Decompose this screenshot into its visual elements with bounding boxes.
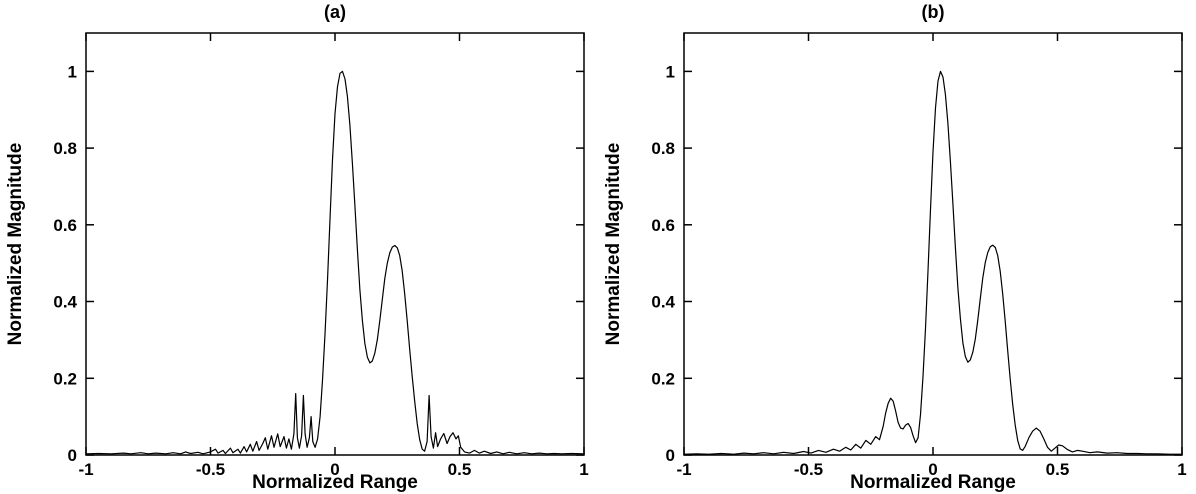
y-tick-label: 0 (68, 446, 77, 465)
y-tick-label: 0.2 (53, 369, 77, 388)
x-axis-label-b: Normalized Range (850, 472, 1016, 493)
plot-title-a: (a) (324, 2, 346, 22)
x-tick-label: 0.5 (448, 460, 472, 479)
plot-box (85, 32, 585, 456)
y-tick-label: 0.8 (651, 139, 675, 158)
y-tick-label: 0.6 (651, 216, 675, 235)
y-tick-label: 1 (666, 62, 675, 81)
x-tick-label: -0.5 (196, 460, 225, 479)
x-tick-label: -1 (78, 460, 93, 479)
signal-curve (683, 70, 1182, 455)
plot-area-a: -1 -0.5 0 0.5 1 0 0.2 0.4 0.6 0.8 1 (53, 32, 589, 479)
y-tick-label: 0.4 (651, 293, 675, 312)
y-tick-label: 0.6 (53, 216, 77, 235)
x-tick-label: 0.5 (1046, 460, 1070, 479)
panel-a: (a) Normalized Magnitude -1 -0.5 0 0.5 1 0 0.2… (5, 2, 589, 493)
y-tick-label: 0 (666, 446, 675, 465)
x-axis-label-a: Normalized Range (252, 472, 418, 493)
signal-curve (85, 70, 585, 455)
y-tick-label: 1 (68, 62, 77, 81)
plot-area-b: -1 -0.5 0 0.5 1 0 0.2 0.4 0.6 0.8 1 (651, 32, 1187, 479)
y-tick-label: 0.2 (651, 369, 675, 388)
x-tick-label: -0.5 (794, 460, 823, 479)
x-tick-label: -1 (676, 460, 691, 479)
y-tick-label: 0.4 (53, 293, 77, 312)
plot-title-b: (b) (921, 2, 945, 22)
y-tick-label: 0.8 (53, 139, 77, 158)
x-tick-label: 0 (330, 460, 339, 479)
x-tick-label: 0 (928, 460, 937, 479)
plot-box (683, 32, 1183, 456)
x-tick-label: 1 (579, 460, 588, 479)
x-tick-label: 1 (1177, 460, 1186, 479)
panel-b: (b) Normalized Magnitude -1 -0.5 0 0.5 1 0 0.2… (598, 0, 1196, 494)
